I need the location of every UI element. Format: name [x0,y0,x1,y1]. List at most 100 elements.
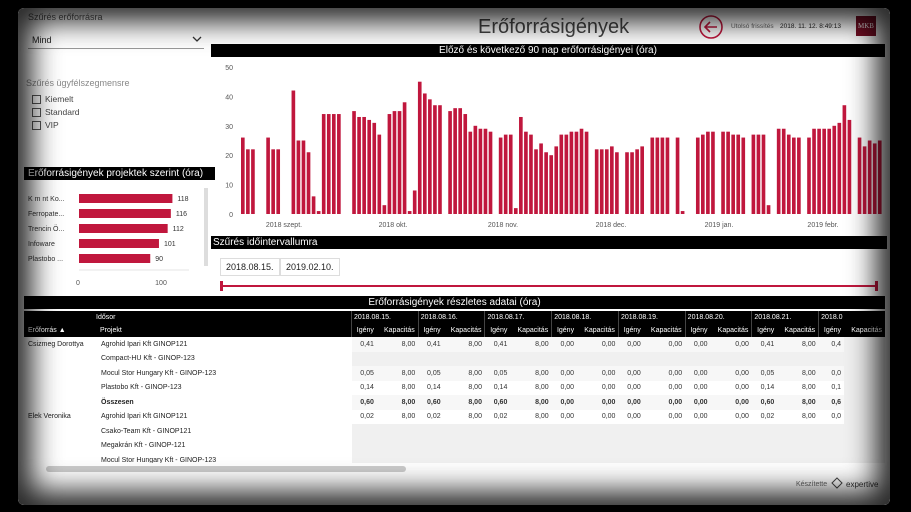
project-column-header[interactable]: Projekt [100,327,122,334]
value-cell: 8,00 [802,384,816,392]
bar [433,105,437,214]
value-cell: 0,00 [685,337,711,352]
value-cell: 0,60 [751,395,778,410]
value-cell [710,438,752,453]
value-cell [777,453,819,463]
bar [756,134,761,214]
bar [761,134,766,214]
value-cell [351,424,377,439]
interval-slider-start-handle[interactable] [220,281,223,291]
value-cell [844,366,885,381]
interval-slider-end-handle[interactable] [875,281,878,291]
table-row[interactable]: Compact-HU Kft - GINOP-123 [24,351,885,366]
resource-dropdown[interactable]: Mind [28,30,204,49]
table-row[interactable]: Összesen 0,60 8,00 0,60 8,00 0,60 8,00 0,00 0,00… [24,395,885,410]
value-cell [351,351,377,366]
sub-column-header: Igény [818,324,845,337]
interval-slider-track[interactable] [221,285,877,287]
interval-start[interactable]: 2018.08.15. [220,258,280,276]
table-row[interactable]: Mocul Stor Hungary Kft - GINOP-123 0,05 8,… [24,366,885,381]
bar [321,114,326,214]
bar [706,131,710,214]
back-arrow-icon[interactable] [698,14,724,40]
value-cell [351,453,377,463]
value-cell: 0,00 [551,395,578,410]
resource-column-header[interactable]: Erőforrás ▲ [28,327,66,334]
bar [483,128,488,214]
value-label: 116 [176,211,187,218]
value-cell [643,438,686,453]
value-cell [844,380,885,395]
value-cell: 0,14 [760,384,775,392]
mkb-logo: MKB [856,16,876,36]
table-row[interactable]: Elek Veronika Agrohid Ipari Kft GINOP121 0… [24,409,885,424]
project-cell: Agrohid Ipari Kft GINOP121 [101,413,188,421]
category-label: Ferropate... [28,211,64,218]
horizontal-scrollbar[interactable] [46,466,406,472]
value-cell [685,351,711,366]
bar [680,211,685,214]
value-cell: 0,00 [551,337,578,352]
segment-option[interactable]: VIP [32,120,59,131]
value-cell: 8,00 [535,384,549,392]
bar [594,149,599,214]
resource-filter-label: Szűrés erőforrásra [28,12,103,22]
value-cell: 0,1 [831,384,842,392]
bar [392,111,397,214]
sub-column-header: Igény [417,324,444,337]
checkbox[interactable] [32,121,41,131]
category-label: Infoware [28,241,55,248]
sub-column-header: Kapacitás [450,327,482,334]
bar [251,149,255,214]
value-cell: 0,00 [643,337,686,352]
table-row[interactable]: Csizmeg Dorottya Agrohid Ipari Kft GINOP1… [24,337,885,352]
value-cell: 8,00 [401,413,416,421]
value-cell: 0,00 [577,337,619,352]
table-row[interactable]: Megakrán Kft - GINOP-121 [24,438,885,453]
table-row[interactable]: Csako-Team Kft - GINOP121 [24,424,885,439]
value-cell [376,351,419,366]
value-cell: 0,05 [418,366,444,381]
sub-column-header: Kapacitás [717,327,749,334]
value-cell [418,453,444,463]
chevron-down-icon [192,36,202,42]
bar [857,137,862,214]
bar [428,99,432,214]
value-cell [418,438,444,453]
x-tick-label: 2018 okt. [379,222,408,229]
table-row[interactable]: Plastobo Kft - GINOP-123 0,14 8,00 0,14 8,00… [24,380,885,395]
detail-title: Erőforrásigények részletes adatai (óra) [24,296,885,309]
interval-end[interactable]: 2019.02.10. [280,258,340,276]
segment-option[interactable]: Standard [32,107,80,118]
segment-option[interactable]: Kiemelt [32,94,73,105]
bar [584,131,589,214]
value-cell [751,453,778,463]
value-cell [777,424,819,439]
value-cell: 8,00 [376,395,419,410]
tick-label: 100 [155,280,167,287]
value-cell: 8,00 [376,337,419,352]
bar [473,125,478,214]
value-cell: 0,14 [426,384,441,392]
checkbox[interactable] [32,95,41,105]
value-cell: 8,00 [376,366,419,381]
interval-title: Szűrés időintervallumra [211,236,887,249]
value-cell [551,453,578,463]
bar [79,209,171,218]
value-cell: 0,4 [818,337,845,352]
bar [316,211,321,214]
detail-table-wrap[interactable]: Idősor 2018.08.15. 2018.08.16. 2018.08.17. 2… [24,311,885,463]
bar [635,149,639,214]
bar [311,196,316,214]
bar [463,114,468,214]
value-cell: 0,6 [818,395,845,410]
value-cell [710,351,752,366]
bar [862,146,867,214]
bar [665,137,670,214]
table-row[interactable]: Mocul Stor Hungary Kft - GINOP-123 [24,453,885,463]
checkbox[interactable] [32,108,41,118]
bar [604,149,609,214]
value-cell [443,438,485,453]
category-label: Plastobo ... [28,256,63,263]
value-cell: 0,60 [484,395,511,410]
